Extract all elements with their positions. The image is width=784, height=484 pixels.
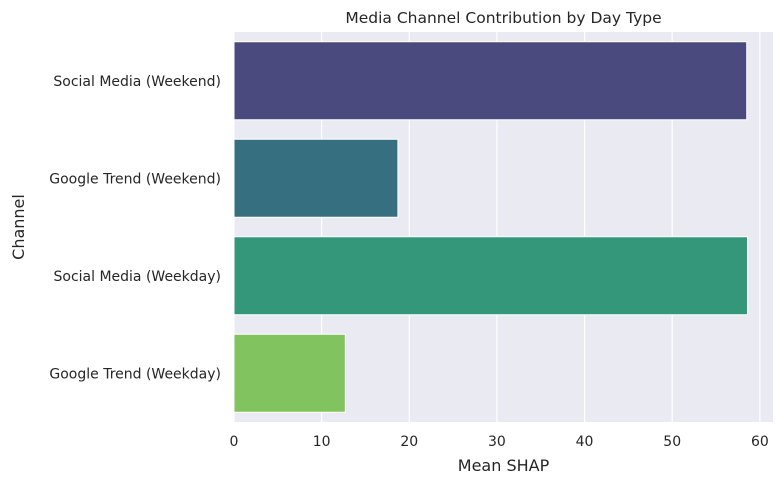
x-tick-label: 0 bbox=[230, 434, 239, 450]
x-tick-label: 50 bbox=[663, 434, 681, 450]
x-tick-label: 30 bbox=[488, 434, 506, 450]
bars bbox=[233, 41, 749, 413]
chart-title: Media Channel Contribution by Day Type bbox=[345, 9, 661, 27]
y-tick-labels: Social Media (Weekend) Google Trend (Week… bbox=[49, 74, 221, 383]
bar bbox=[233, 333, 346, 413]
y-tick-label: Social Media (Weekday) bbox=[54, 269, 222, 285]
x-tick-label: 40 bbox=[576, 434, 594, 450]
y-tick-label: Google Trend (Weekday) bbox=[49, 366, 221, 382]
bar bbox=[233, 138, 399, 218]
bar bbox=[233, 236, 749, 316]
x-tick-labels: 0 10 20 30 40 50 60 bbox=[230, 434, 769, 450]
x-tick-label: 20 bbox=[400, 434, 418, 450]
x-tick-label: 60 bbox=[751, 434, 769, 450]
y-tick-label: Social Media (Weekend) bbox=[53, 74, 221, 90]
bar bbox=[233, 41, 748, 121]
y-tick-label: Google Trend (Weekend) bbox=[49, 171, 221, 187]
x-axis-label: Mean SHAP bbox=[458, 456, 550, 475]
x-tick-label: 10 bbox=[313, 434, 331, 450]
y-axis-label: Channel bbox=[9, 194, 28, 260]
